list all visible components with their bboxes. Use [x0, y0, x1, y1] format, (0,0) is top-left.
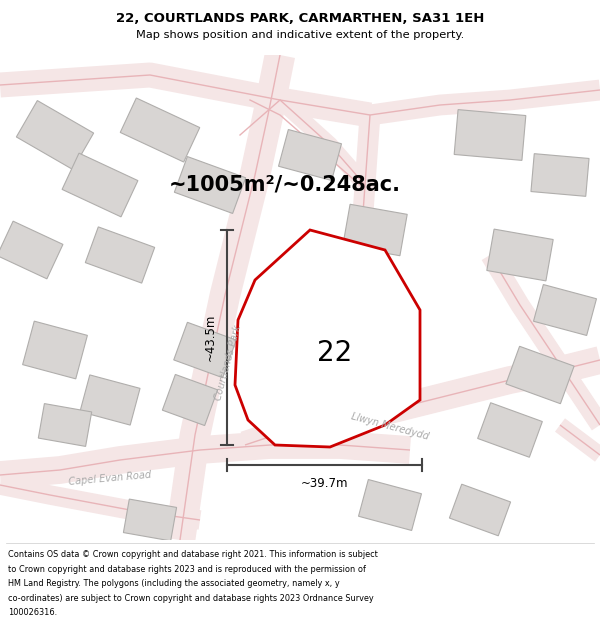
Polygon shape — [174, 322, 236, 378]
Polygon shape — [478, 402, 542, 458]
Polygon shape — [38, 404, 92, 446]
Text: Llwyn Meredydd: Llwyn Meredydd — [350, 412, 430, 442]
Polygon shape — [343, 204, 407, 256]
Text: Contains OS data © Crown copyright and database right 2021. This information is : Contains OS data © Crown copyright and d… — [8, 550, 377, 559]
Text: to Crown copyright and database rights 2023 and is reproduced with the permissio: to Crown copyright and database rights 2… — [8, 564, 365, 574]
Polygon shape — [506, 346, 574, 404]
Polygon shape — [85, 227, 155, 283]
Text: Map shows position and indicative extent of the property.: Map shows position and indicative extent… — [136, 29, 464, 39]
Polygon shape — [163, 374, 218, 426]
Text: HM Land Registry. The polygons (including the associated geometry, namely x, y: HM Land Registry. The polygons (includin… — [8, 579, 340, 588]
Text: Capel Evan Road: Capel Evan Road — [68, 469, 152, 487]
Polygon shape — [0, 221, 63, 279]
Polygon shape — [120, 98, 200, 162]
Polygon shape — [531, 154, 589, 196]
Text: 22: 22 — [317, 339, 353, 367]
Polygon shape — [449, 484, 511, 536]
Polygon shape — [80, 375, 140, 425]
Polygon shape — [454, 109, 526, 161]
Polygon shape — [62, 153, 138, 217]
Text: ~1005m²/~0.248ac.: ~1005m²/~0.248ac. — [169, 175, 401, 195]
Text: 22, COURTLANDS PARK, CARMARTHEN, SA31 1EH: 22, COURTLANDS PARK, CARMARTHEN, SA31 1E… — [116, 12, 484, 25]
Polygon shape — [533, 284, 596, 336]
Polygon shape — [235, 230, 420, 447]
Polygon shape — [124, 499, 176, 541]
Polygon shape — [487, 229, 553, 281]
Polygon shape — [175, 156, 245, 214]
Text: Courtlands Park: Courtlands Park — [213, 324, 243, 402]
Polygon shape — [23, 321, 88, 379]
Text: ~43.5m: ~43.5m — [204, 314, 217, 361]
Polygon shape — [278, 129, 341, 181]
Text: co-ordinates) are subject to Crown copyright and database rights 2023 Ordnance S: co-ordinates) are subject to Crown copyr… — [8, 594, 373, 602]
Polygon shape — [16, 101, 94, 169]
Text: 100026316.: 100026316. — [8, 608, 57, 617]
Polygon shape — [359, 479, 421, 531]
Text: ~39.7m: ~39.7m — [301, 477, 348, 490]
